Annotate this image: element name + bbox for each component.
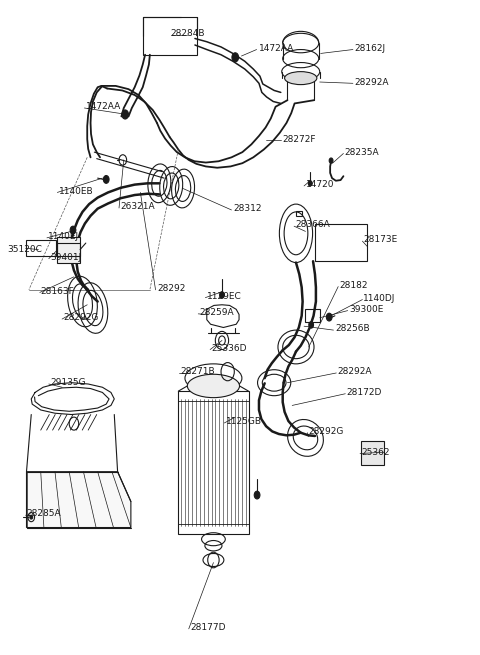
Circle shape <box>329 158 333 163</box>
Circle shape <box>103 176 109 183</box>
Bar <box>57 243 80 256</box>
Text: 1125GB: 1125GB <box>226 417 262 426</box>
Text: 28284B: 28284B <box>170 29 205 39</box>
Text: 29135G: 29135G <box>50 378 86 387</box>
Text: 28172D: 28172D <box>346 388 382 397</box>
Text: 1472AA: 1472AA <box>86 102 121 111</box>
Text: 28256B: 28256B <box>335 324 370 333</box>
Text: 28182: 28182 <box>340 281 368 290</box>
Ellipse shape <box>285 71 317 84</box>
Bar <box>315 223 367 261</box>
Text: 39401J: 39401J <box>50 253 82 262</box>
Text: 28272F: 28272F <box>283 135 316 143</box>
Bar <box>179 391 249 534</box>
Text: 35120C: 35120C <box>8 245 42 254</box>
Text: 1472AA: 1472AA <box>259 44 294 53</box>
Circle shape <box>232 53 239 62</box>
Text: 25336D: 25336D <box>212 344 247 353</box>
Text: 26321A: 26321A <box>120 202 155 211</box>
Text: 28162J: 28162J <box>354 44 385 53</box>
Bar <box>296 211 301 215</box>
Bar <box>143 17 197 55</box>
Text: 39300E: 39300E <box>349 305 384 314</box>
Text: 28163F: 28163F <box>41 287 74 295</box>
Circle shape <box>219 291 224 298</box>
Text: 1140DJ: 1140DJ <box>363 294 396 303</box>
Bar <box>57 236 80 263</box>
Text: 28292A: 28292A <box>338 367 372 376</box>
Text: 28259A: 28259A <box>200 308 234 317</box>
Text: 28366A: 28366A <box>296 220 330 229</box>
Text: 28271B: 28271B <box>180 367 216 376</box>
Text: 28292A: 28292A <box>354 77 388 86</box>
Text: 28292G: 28292G <box>309 427 344 436</box>
Circle shape <box>70 226 76 234</box>
Circle shape <box>30 515 33 519</box>
Text: 1140EJ: 1140EJ <box>48 232 80 241</box>
Bar <box>305 309 320 322</box>
Text: 28292: 28292 <box>157 284 185 293</box>
Text: 28285A: 28285A <box>26 510 61 518</box>
Text: 28312: 28312 <box>233 204 262 213</box>
Text: 28177D: 28177D <box>190 623 226 632</box>
Bar <box>25 240 56 256</box>
Text: 28173E: 28173E <box>363 235 397 244</box>
Circle shape <box>308 181 312 186</box>
Text: 1129EC: 1129EC <box>207 292 241 301</box>
Circle shape <box>122 110 129 119</box>
Text: 1140EB: 1140EB <box>59 187 94 196</box>
Text: 28292G: 28292G <box>63 313 99 322</box>
Polygon shape <box>26 472 131 527</box>
Circle shape <box>326 313 332 321</box>
Ellipse shape <box>187 374 240 398</box>
Text: 28235A: 28235A <box>344 147 379 157</box>
Text: 14720: 14720 <box>305 180 334 189</box>
Bar <box>361 441 384 465</box>
Circle shape <box>309 322 313 328</box>
Text: 25362: 25362 <box>361 448 389 457</box>
Circle shape <box>254 491 260 499</box>
